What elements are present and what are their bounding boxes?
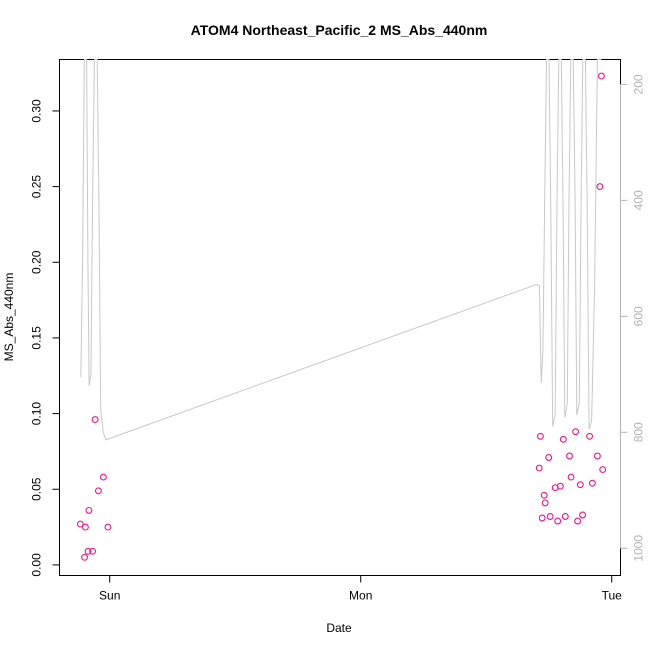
data-point xyxy=(104,523,112,531)
data-point xyxy=(546,513,554,520)
data-point xyxy=(85,506,93,514)
y-tick-label: 0.05 xyxy=(30,477,44,501)
data-point xyxy=(541,499,549,507)
data-point xyxy=(545,454,553,461)
data-points xyxy=(76,72,607,561)
right-tick-label: 600 xyxy=(632,306,646,326)
data-point xyxy=(538,514,546,522)
data-point xyxy=(561,513,569,520)
data-point xyxy=(566,452,573,460)
right-tick-label: 800 xyxy=(632,422,646,442)
y-tick-label: 0.20 xyxy=(30,250,44,274)
y-axis: 0.00 0.05 0.10 0.15 0.20 0.25 0.30 xyxy=(30,99,60,577)
y-tick-label: 0.25 xyxy=(30,175,44,199)
data-point xyxy=(574,517,582,525)
data-point xyxy=(540,491,548,499)
y-tick-label: 0.15 xyxy=(30,326,44,350)
right-tick-label: 400 xyxy=(632,190,646,210)
depth-line xyxy=(80,59,602,441)
data-point xyxy=(76,520,84,528)
data-point xyxy=(99,473,107,481)
data-point xyxy=(597,72,605,80)
y-axis-label: MS_Abs_440nm xyxy=(2,273,16,362)
x-tick-label: Mon xyxy=(349,589,372,603)
depth-series xyxy=(80,59,602,441)
data-point xyxy=(588,479,596,487)
data-point xyxy=(579,511,587,519)
y-tick-label: 0.00 xyxy=(30,553,44,577)
data-point xyxy=(89,547,97,555)
plot-frame xyxy=(59,59,621,576)
data-point xyxy=(572,428,580,436)
data-point xyxy=(593,452,601,460)
data-point xyxy=(599,466,607,474)
data-point xyxy=(554,517,562,525)
data-point xyxy=(91,416,99,424)
y-tick-label: 0.10 xyxy=(30,402,44,426)
x-tick-label: Tue xyxy=(602,589,623,603)
chart-title: ATOM4 Northeast_Pacific_2 MS_Abs_440nm xyxy=(191,22,488,38)
data-point xyxy=(576,481,584,489)
x-tick-label: Sun xyxy=(99,589,120,603)
x-axis: Sun Mon Tue xyxy=(99,575,623,603)
data-point xyxy=(536,432,544,440)
data-point xyxy=(586,432,594,440)
right-axis: 200 400 600 800 1000 xyxy=(620,74,646,562)
data-point xyxy=(596,183,604,191)
right-tick-label: 1000 xyxy=(632,535,646,562)
data-point xyxy=(567,473,575,481)
right-tick-label: 200 xyxy=(632,74,646,94)
data-point xyxy=(559,435,567,443)
data-point xyxy=(535,464,543,472)
data-point xyxy=(94,487,102,495)
data-point xyxy=(81,553,89,561)
x-axis-label: Date xyxy=(326,621,352,635)
data-point xyxy=(556,482,564,490)
data-point xyxy=(81,523,89,531)
data-point xyxy=(84,547,92,555)
y-tick-label: 0.30 xyxy=(30,99,44,123)
